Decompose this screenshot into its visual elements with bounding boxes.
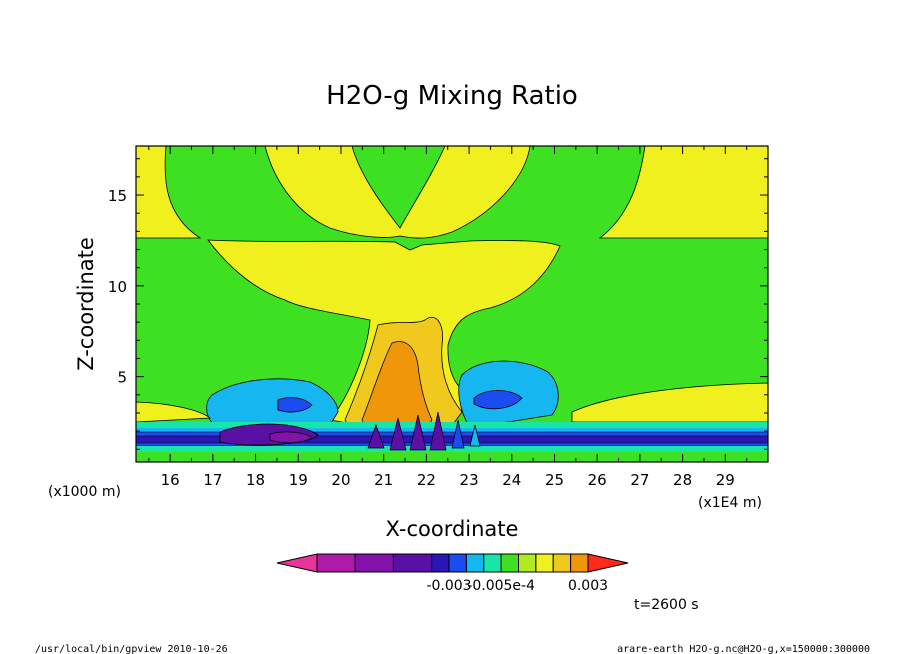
x-tick-label: 22	[417, 471, 436, 489]
x-tick-label: 17	[203, 471, 222, 489]
y-ticks: 5 10 15	[108, 158, 768, 450]
region-upper-center	[264, 146, 531, 239]
x-tick-label: 28	[673, 471, 692, 489]
colorbar-segment	[483, 553, 502, 573]
band-low-2	[136, 428, 768, 434]
region-core-dark	[361, 341, 433, 443]
x-tick-label: 23	[460, 471, 479, 489]
x-unit-left: (x1000 m)	[48, 484, 121, 500]
x-tick-label: 18	[246, 471, 265, 489]
cell-1	[367, 423, 385, 449]
x-ticks: 16 17 18 19 20 21 22 23 24 25 26 27 28 29	[148, 146, 748, 489]
colorbar-segment	[354, 553, 394, 573]
y-axis-label: Z-coordinate	[74, 237, 98, 371]
region-low-violet	[269, 431, 313, 444]
cell-4	[429, 411, 447, 451]
convective-cells	[367, 411, 481, 451]
colorbar-segment	[316, 553, 356, 573]
chart-title: H2O-g Mixing Ratio	[326, 81, 578, 111]
region-lobe-left-cyan	[206, 378, 339, 426]
footer-left: /usr/local/bin/gpview 2010-10-26	[35, 644, 228, 654]
y-tick-label: 5	[117, 369, 127, 387]
colorbar-segment	[431, 553, 450, 573]
x-axis-label: X-coordinate	[386, 517, 519, 541]
x-tick-label: 20	[331, 471, 350, 489]
cell-2	[389, 417, 407, 451]
colorbar-label: -0.003	[426, 578, 471, 594]
region-low-band-left	[136, 401, 212, 423]
x-tick-label: 21	[374, 471, 393, 489]
cell-5	[451, 419, 465, 449]
colorbar-segment	[465, 553, 485, 573]
footer-right: arare-earth_H2O-g.nc@H2O-g,x=150000:3000…	[617, 644, 870, 654]
colorbar: -0.003-0.005e-4 0.003	[276, 553, 629, 594]
y-tick-label: 10	[108, 278, 127, 296]
colorbar-segment	[392, 553, 433, 573]
colorbar-segment	[448, 553, 467, 573]
x-tick-label: 16	[161, 471, 180, 489]
x-tick-label: 25	[545, 471, 564, 489]
x-tick-label: 29	[716, 471, 735, 489]
region-lobe-left-blue	[277, 397, 313, 413]
band-low-1	[136, 422, 768, 430]
time-label: t=2600 s	[634, 597, 699, 613]
colorbar-segment	[500, 553, 520, 573]
colorbar-segment	[552, 553, 572, 573]
colorbar-segment	[518, 553, 537, 573]
colorbar-segment	[535, 553, 554, 573]
band-low-6	[136, 452, 768, 462]
colorbar-label: 0.003	[568, 578, 608, 594]
colorbar-low-arrow	[276, 553, 318, 573]
cell-3	[409, 414, 427, 451]
x-tick-label: 27	[630, 471, 649, 489]
band-low-5	[136, 446, 768, 452]
colorbar-high-arrow	[587, 553, 629, 573]
colorbar-label: -0.005e-4	[467, 578, 535, 594]
colorbar-segment	[570, 553, 589, 573]
x-tick-label: 19	[289, 471, 308, 489]
region-upper-left	[136, 146, 202, 239]
x-tick-label: 26	[588, 471, 607, 489]
x-unit-right: (x1E4 m)	[698, 495, 762, 511]
region-upper-right	[598, 146, 768, 239]
plot-area	[136, 146, 768, 462]
cell-6	[469, 424, 481, 447]
x-tick-label: 24	[502, 471, 521, 489]
region-lobe-right-blue	[473, 390, 523, 410]
y-tick-label: 15	[108, 187, 127, 205]
